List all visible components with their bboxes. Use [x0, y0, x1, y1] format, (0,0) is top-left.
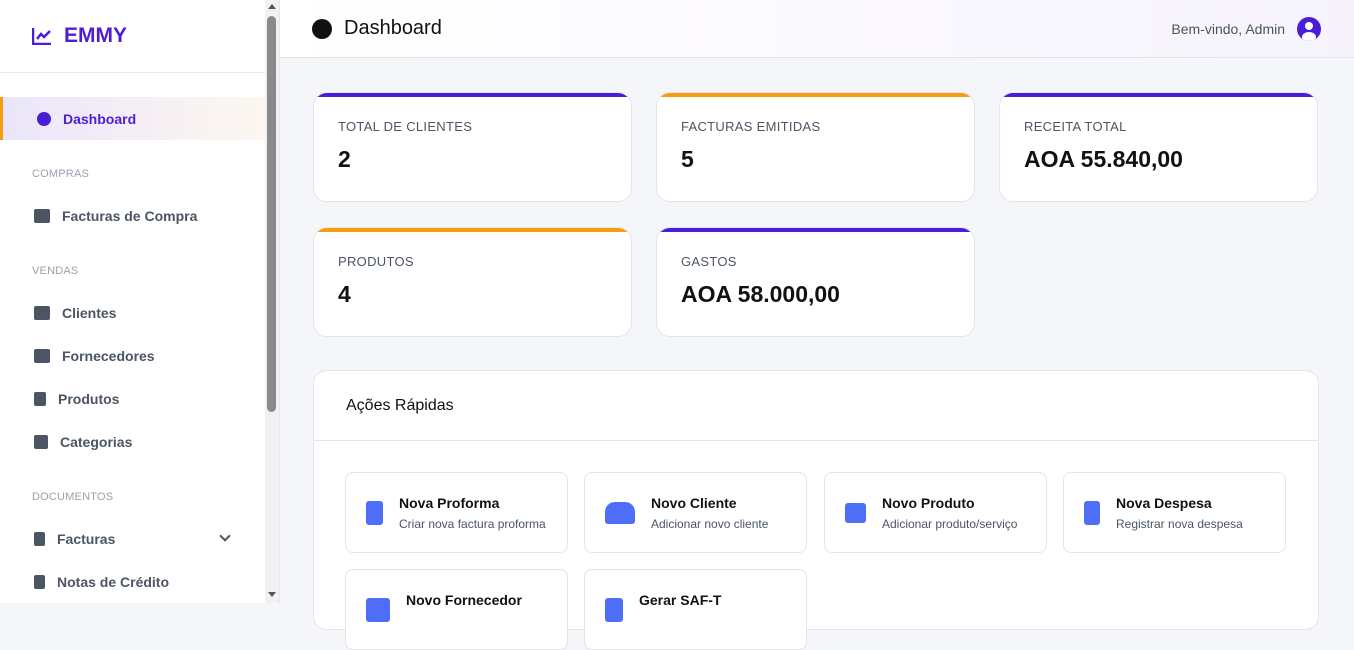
sidebar-item-facturas-compra[interactable]: Facturas de Compra [0, 194, 265, 237]
chevron-down-icon[interactable] [219, 530, 231, 542]
file-invoice-icon [34, 531, 45, 546]
truck-icon [34, 348, 50, 363]
scroll-up-arrow[interactable] [268, 4, 276, 9]
sidebar-item-categorias[interactable]: Categorias [0, 420, 265, 463]
stat-card-produtos: PRODUTOS 4 [313, 227, 632, 337]
file-export-icon [605, 598, 623, 622]
section-compras: COMPRAS [32, 168, 90, 180]
action-novo-cliente[interactable]: Novo Cliente Adicionar novo cliente [584, 472, 807, 553]
top-header: Dashboard Bem-vindo, Admin [280, 0, 1354, 58]
welcome-text: Bem-vindo, Admin [1171, 20, 1285, 37]
users-icon [34, 305, 50, 320]
sidebar-item-clientes[interactable]: Clientes [0, 291, 265, 334]
user-avatar-icon[interactable] [1297, 16, 1321, 41]
file-icon [366, 500, 383, 525]
stat-card-gastos: GASTOS AOA 58.000,00 [656, 227, 975, 337]
action-nova-proforma[interactable]: Nova Proforma Criar nova factura proforma [345, 472, 568, 553]
section-documentos: DOCUMENTOS [32, 491, 114, 503]
gauge-icon [312, 18, 332, 39]
user-plus-icon [605, 501, 635, 524]
sidebar-item-dashboard[interactable]: Dashboard [0, 97, 265, 140]
file-dollar-icon [34, 574, 45, 589]
quick-actions-title: Ações Rápidas [314, 371, 1318, 441]
scroll-down-arrow[interactable] [268, 592, 276, 597]
action-novo-fornecedor[interactable]: Novo Fornecedor [345, 569, 568, 650]
page-title: Dashboard [344, 17, 442, 39]
sidebar-item-fornecedores[interactable]: Fornecedores [0, 334, 265, 377]
section-vendas: VENDAS [32, 265, 79, 277]
tags-icon [34, 434, 48, 449]
cart-icon [34, 208, 50, 223]
box-icon [845, 502, 866, 523]
box-icon [34, 391, 46, 406]
action-gerar-saft[interactable]: Gerar SAF-T [584, 569, 807, 650]
action-novo-produto[interactable]: Novo Produto Adicionar produto/serviço [824, 472, 1047, 553]
brand-logo[interactable]: EMMY [0, 0, 265, 73]
sidebar-item-produtos[interactable]: Produtos [0, 377, 265, 420]
sidebar-item-facturas[interactable]: Facturas [0, 517, 265, 560]
receipt-icon [1084, 500, 1100, 525]
sidebar: EMMY Dashboard COMPRAS Facturas de Compr… [0, 0, 265, 603]
stat-card-facturas: FACTURAS EMITIDAS 5 [656, 92, 975, 202]
sidebar-item-notas-credito[interactable]: Notas de Crédito [0, 560, 265, 603]
stat-card-receita: RECEITA TOTAL AOA 55.840,00 [999, 92, 1318, 202]
scrollbar-thumb[interactable] [267, 16, 276, 412]
sidebar-scrollbar[interactable] [265, 0, 280, 603]
brand-name: EMMY [64, 24, 127, 47]
gauge-icon [37, 111, 51, 126]
stat-card-clientes: TOTAL DE CLIENTES 2 [313, 92, 632, 202]
action-nova-despesa[interactable]: Nova Despesa Registrar nova despesa [1063, 472, 1286, 553]
truck-icon [366, 598, 390, 622]
chart-line-icon [32, 28, 51, 45]
